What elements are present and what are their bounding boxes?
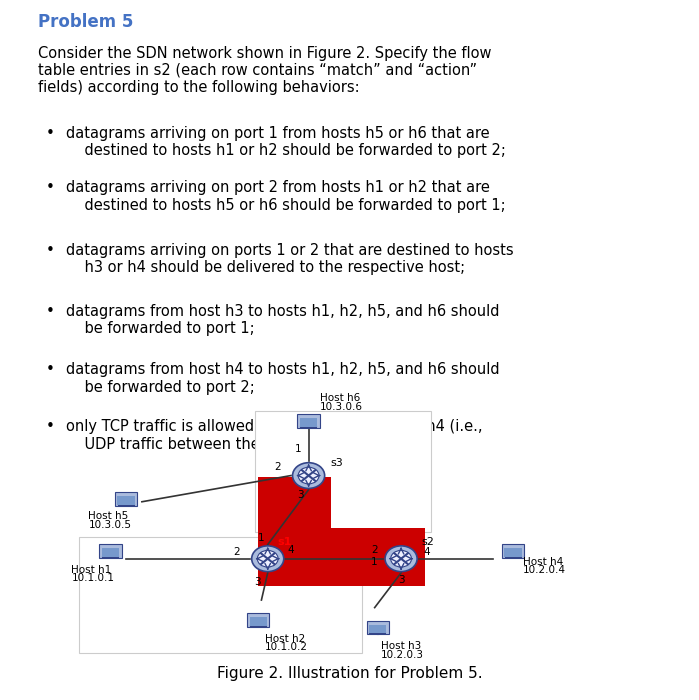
FancyBboxPatch shape — [366, 621, 389, 634]
Text: 3: 3 — [398, 575, 405, 585]
Text: Host h5: Host h5 — [88, 512, 129, 522]
Text: •: • — [45, 126, 55, 141]
Text: Figure 2. Illustration for Problem 5.: Figure 2. Illustration for Problem 5. — [217, 666, 482, 680]
Text: Host h3: Host h3 — [381, 641, 421, 652]
Text: s1: s1 — [277, 537, 291, 547]
Text: 3: 3 — [297, 490, 304, 500]
Text: 2: 2 — [233, 547, 240, 556]
Circle shape — [252, 546, 284, 572]
FancyBboxPatch shape — [115, 492, 138, 506]
FancyBboxPatch shape — [247, 613, 270, 627]
FancyBboxPatch shape — [259, 528, 425, 587]
Circle shape — [293, 463, 324, 489]
Text: 10.3.0.6: 10.3.0.6 — [320, 402, 363, 412]
Text: datagrams arriving on port 1 from hosts h5 or h6 that are
    destined to hosts : datagrams arriving on port 1 from hosts … — [66, 126, 506, 158]
Text: 10.3.0.5: 10.3.0.5 — [88, 520, 131, 530]
FancyBboxPatch shape — [102, 548, 119, 556]
Text: •: • — [45, 363, 55, 377]
Text: datagrams from host h3 to hosts h1, h2, h5, and h6 should
    be forwarded to po: datagrams from host h3 to hosts h1, h2, … — [66, 304, 500, 336]
Text: 10.1.0.1: 10.1.0.1 — [71, 573, 115, 583]
Text: •: • — [45, 180, 55, 195]
Text: Problem 5: Problem 5 — [38, 13, 134, 31]
FancyBboxPatch shape — [259, 477, 331, 529]
Text: 1: 1 — [371, 556, 377, 567]
Text: Host h6: Host h6 — [320, 393, 360, 403]
Text: Host h1: Host h1 — [71, 565, 112, 575]
FancyBboxPatch shape — [297, 414, 320, 428]
Circle shape — [257, 550, 278, 567]
FancyBboxPatch shape — [79, 537, 362, 653]
Text: 2: 2 — [371, 545, 377, 554]
Text: 4: 4 — [288, 545, 294, 554]
Text: 2: 2 — [274, 461, 280, 472]
Text: Consider the SDN network shown in Figure 2. Specify the flow
table entries in s2: Consider the SDN network shown in Figure… — [38, 46, 492, 95]
FancyBboxPatch shape — [255, 411, 431, 532]
Text: Host h2: Host h2 — [264, 634, 305, 644]
Text: s3: s3 — [331, 458, 343, 468]
FancyBboxPatch shape — [505, 548, 521, 556]
Text: 10.2.0.3: 10.2.0.3 — [381, 650, 424, 660]
Text: 1: 1 — [259, 533, 265, 543]
Text: 4: 4 — [423, 547, 430, 556]
Text: s2: s2 — [421, 537, 434, 547]
FancyBboxPatch shape — [502, 544, 524, 558]
Text: •: • — [45, 304, 55, 318]
FancyBboxPatch shape — [99, 544, 122, 558]
Circle shape — [391, 550, 412, 567]
Text: datagrams arriving on ports 1 or 2 that are destined to hosts
    h3 or h4 shoul: datagrams arriving on ports 1 or 2 that … — [66, 243, 514, 275]
Circle shape — [298, 467, 319, 484]
FancyBboxPatch shape — [117, 496, 135, 505]
FancyBboxPatch shape — [259, 559, 293, 587]
Text: 10.1.0.2: 10.1.0.2 — [264, 643, 308, 652]
Text: 1: 1 — [295, 444, 301, 454]
Text: datagrams from host h4 to hosts h1, h2, h5, and h6 should
    be forwarded to po: datagrams from host h4 to hosts h1, h2, … — [66, 363, 500, 395]
Text: datagrams arriving on port 2 from hosts h1 or h2 that are
    destined to hosts : datagrams arriving on port 2 from hosts … — [66, 180, 506, 213]
FancyBboxPatch shape — [250, 617, 267, 626]
Text: •: • — [45, 243, 55, 258]
Text: Host h4: Host h4 — [523, 556, 563, 567]
Circle shape — [385, 546, 417, 572]
Text: 3: 3 — [254, 577, 261, 587]
Text: •: • — [45, 419, 55, 434]
FancyBboxPatch shape — [300, 418, 317, 426]
FancyBboxPatch shape — [369, 624, 387, 634]
Text: only TCP traffic is allowed between hosts h3 and h4 (i.e.,
    UDP traffic betwe: only TCP traffic is allowed between host… — [66, 419, 483, 452]
Text: 10.2.0.4: 10.2.0.4 — [523, 566, 565, 575]
